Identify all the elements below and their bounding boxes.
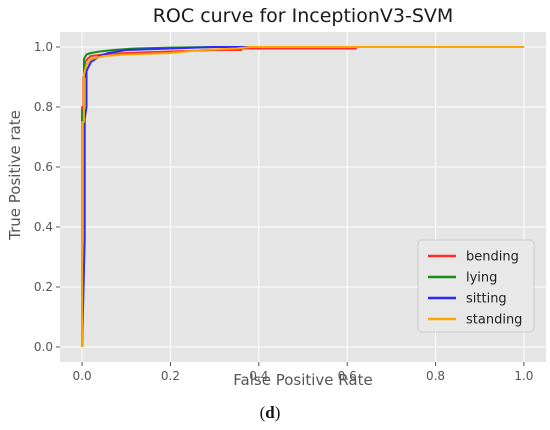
chart-title: ROC curve for InceptionV3-SVM <box>153 5 454 27</box>
legend: bending lying sitting standing <box>417 239 535 333</box>
legend-box <box>417 239 535 333</box>
x-axis-label: False Positive Rate <box>233 371 372 389</box>
x-tick-label: 0.4 <box>249 369 268 383</box>
y-ticks: 0.0 0.2 0.4 0.6 0.8 1.0 <box>34 40 60 354</box>
caption-open: ( <box>260 403 266 422</box>
legend-label-sitting: sitting <box>466 292 507 307</box>
y-tick-label: 0.2 <box>34 280 53 294</box>
legend-label-lying: lying <box>466 271 497 286</box>
y-tick-label: 0.4 <box>34 220 53 234</box>
x-ticks: 0.0 0.2 0.4 0.6 0.8 1.0 <box>73 362 533 383</box>
grid <box>60 32 546 362</box>
x-tick-label: 0.2 <box>161 369 180 383</box>
series-line-standing <box>81 46 524 347</box>
y-tick-label: 0.0 <box>34 340 53 354</box>
legend-label-standing: standing <box>466 313 522 328</box>
caption-close: ) <box>275 403 281 422</box>
x-tick-label: 1.0 <box>514 369 533 383</box>
y-axis-label: True Positive rate <box>6 110 24 241</box>
y-tick-label: 0.6 <box>34 160 53 174</box>
y-tick-label: 1.0 <box>34 40 53 54</box>
x-tick-label: 0.6 <box>338 369 357 383</box>
caption-letter: d <box>265 403 275 422</box>
y-tick-label: 0.8 <box>34 100 53 114</box>
figure-caption: (d) <box>260 403 281 422</box>
x-tick-label: 0.8 <box>426 369 445 383</box>
series-lines <box>81 46 524 348</box>
x-tick-label: 0.0 <box>73 369 92 383</box>
legend-label-bending: bending <box>466 250 519 265</box>
